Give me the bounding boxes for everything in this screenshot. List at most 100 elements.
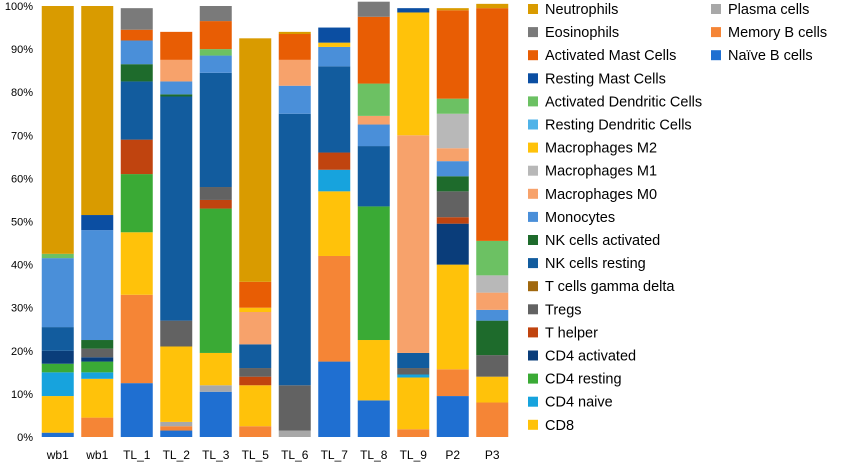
legend-swatch-macrophages-m2	[528, 142, 538, 153]
legend-swatch-t-helper	[528, 327, 538, 338]
legend-swatch-t-cells-gamma-delta	[528, 281, 538, 292]
legend-label-eosinophils: Eosinophils	[545, 25, 619, 41]
bar-segment-nk-cells-activated-2	[81, 340, 114, 349]
x-tick-label: TL_7	[321, 448, 349, 462]
y-tick-label: 80%	[11, 87, 33, 99]
bar-segment-t-helper-6	[239, 376, 272, 386]
bar-segment-memory-b-cells-4	[160, 426, 193, 431]
bar-segment-plasma-cells-5	[199, 385, 232, 392]
bar-segment-activated-mast-cells-11	[436, 10, 469, 99]
y-tick-label: 50%	[11, 217, 33, 229]
bar-segment-monocytes-4	[160, 81, 193, 95]
bar-segment-nk-cells-resting-8	[318, 66, 351, 153]
bar-segment-cd8-5	[199, 352, 232, 386]
legend-swatch-cd8	[528, 419, 538, 430]
bar-segment-tregs-6	[239, 368, 272, 377]
bar-segment-cd4-resting-1	[41, 363, 74, 373]
bar-segment-cd8-4	[160, 346, 193, 422]
bar-segment-activated-mast-cells-4	[160, 31, 193, 60]
y-tick-label: 0%	[17, 432, 33, 444]
bar-segment-activated-dendritic-cells-1	[41, 253, 74, 259]
bar-segment-nk-cells-resting-4	[160, 96, 193, 321]
legend-swatch-resting-mast-cells	[528, 73, 538, 84]
legend-swatch-activated-mast-cells	[528, 50, 538, 61]
legend-label-macrophages-m0: Macrophages M0	[545, 187, 657, 203]
bar-segment-tregs-10	[397, 368, 430, 375]
bar-segment-activated-mast-cells-3	[120, 29, 153, 41]
bar-segment-activated-mast-cells-12	[476, 8, 509, 241]
x-tick-label: TL_8	[360, 448, 388, 462]
bar-segment-plasma-cells-4	[160, 421, 193, 427]
legend-swatch-neutrophils	[528, 4, 538, 14]
x-tick-label: TL_5	[242, 448, 270, 462]
bar-segment-neutrophils-2	[81, 6, 114, 216]
bar-segment-cd4-resting-5	[199, 208, 232, 353]
bar-segment-cd8-12	[476, 376, 509, 403]
bar-segment-macrophages-m0-7	[278, 59, 311, 86]
legend-swatch-plasma-cells	[711, 4, 721, 14]
legend-swatch-memory-b-cells	[711, 27, 721, 38]
legend-swatch-activated-dendritic-cells	[528, 96, 538, 107]
bar-segment-macrophages-m0-4	[160, 59, 193, 82]
y-tick-label: 30%	[11, 303, 33, 315]
legend-label-nk-cells-activated: NK cells activated	[545, 233, 660, 249]
bar-segment-cd4-resting-3	[120, 174, 153, 233]
x-tick-label: TL_6	[281, 448, 309, 462]
bar-segment-activated-dendritic-cells-11	[436, 98, 469, 114]
legend-label-tregs: Tregs	[545, 302, 582, 318]
y-tick-label: 70%	[11, 130, 33, 142]
bar-segment-macrophages-m0-6	[239, 312, 272, 345]
legend-label-resting-dendritic-cells: Resting Dendritic Cells	[545, 118, 692, 134]
bar-segment-cd4-resting-2	[81, 361, 114, 373]
bar-segment-activated-mast-cells-9	[357, 16, 390, 84]
bar-segment-t-helper-11	[436, 217, 469, 224]
bar-segment-monocytes-7	[278, 85, 311, 114]
legend-swatch-naive-b-cells	[711, 50, 721, 61]
bar-segment-naive-b-cells-4	[160, 430, 193, 437]
bar-segment-monocytes-9	[357, 124, 390, 147]
bar-segment-resting-mast-cells-10	[397, 8, 430, 13]
x-tick-label: P2	[445, 448, 460, 462]
bar-segment-macrophages-m0-12	[476, 292, 509, 310]
bar-segment-memory-b-cells-6	[239, 426, 272, 437]
legend-swatch-tregs	[528, 304, 538, 315]
legend-swatch-macrophages-m0	[528, 188, 538, 199]
bar-segment-naive-b-cells-9	[357, 400, 390, 437]
legend-swatch-cd4-activated	[528, 350, 538, 361]
legend-swatch-nk-cells-activated	[528, 235, 538, 245]
bar-segment-naive-b-cells-3	[120, 383, 153, 438]
legend-label-cd4-resting: CD4 resting	[545, 372, 622, 388]
bar-segment-eosinophils-3	[120, 8, 153, 30]
legend-swatch-cd4-naive	[528, 396, 538, 407]
bar-segment-naive-b-cells-5	[199, 391, 232, 437]
bar-segment-nk-cells-activated-4	[160, 94, 193, 97]
bar-segment-cd8-6	[239, 385, 272, 427]
legend-swatch-eosinophils	[528, 27, 538, 38]
x-tick-label: TL_1	[123, 448, 151, 462]
bar-segment-monocytes-2	[81, 230, 114, 341]
legend-label-macrophages-m2: Macrophages M2	[545, 141, 657, 157]
bar-segment-tregs-7	[278, 385, 311, 431]
bar-segment-resting-mast-cells-2	[81, 215, 114, 231]
bar-segment-tregs-11	[436, 191, 469, 218]
bar-segment-monocytes-8	[318, 46, 351, 67]
bar-segment-macrophages-m0-9	[357, 115, 390, 125]
bar-segment-cd8-3	[120, 232, 153, 295]
y-tick-label: 40%	[11, 260, 33, 272]
bar-segment-monocytes-5	[199, 55, 232, 73]
bar-segment-cd4-activated-2	[81, 357, 114, 362]
bar-segment-activated-mast-cells-5	[199, 21, 232, 50]
bar-segment-nk-cells-resting-1	[41, 327, 74, 351]
bar-segment-cd8-1	[41, 396, 74, 433]
bar-segment-cd8-11	[436, 264, 469, 370]
bar-segment-nk-cells-resting-3	[120, 81, 153, 140]
legend-label-activated-dendritic-cells: Activated Dendritic Cells	[545, 94, 702, 110]
legend-label-cd4-activated: CD4 activated	[545, 349, 636, 365]
legend-swatch-resting-dendritic-cells	[528, 119, 538, 130]
legend-label-monocytes: Monocytes	[545, 210, 615, 226]
bar-segment-monocytes-3	[120, 40, 153, 65]
bar-segment-monocytes-11	[436, 161, 469, 177]
bar-segment-tregs-12	[476, 355, 509, 377]
y-tick-label: 10%	[11, 389, 33, 401]
